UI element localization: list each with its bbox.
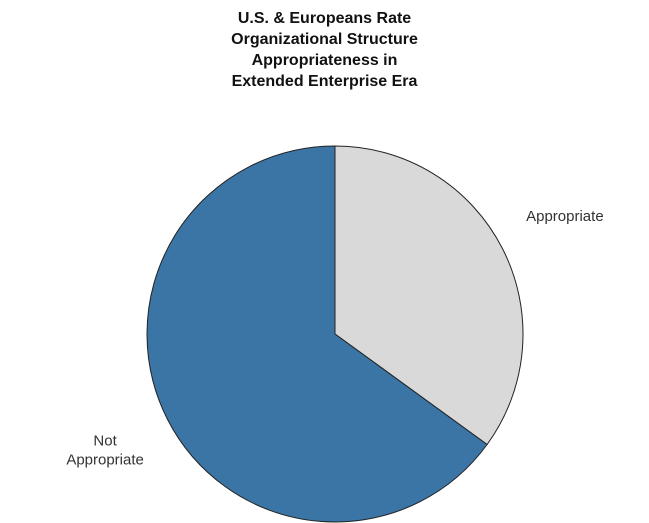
chart-title-line: Extended Enterprise Era <box>231 73 418 90</box>
pie-slice-appropriate <box>334 145 524 446</box>
pie-slices <box>146 145 524 523</box>
pie-slice-label: Not <box>93 433 117 450</box>
pie-labels: Appropriate Not Appropriate <box>66 208 603 469</box>
chart-title-line: Appropriateness in <box>251 52 398 69</box>
chart-title-line: Organizational Structure <box>231 31 418 48</box>
pie-slice-label: Appropriate <box>526 208 604 225</box>
chart-title-line: U.S. & Europeans Rate <box>237 10 412 27</box>
pie-slice-not-appropriate <box>146 145 488 523</box>
chart-title: U.S. & Europeans Rate Organizational Str… <box>0 8 649 92</box>
pie-slice-label: Appropriate <box>66 452 144 469</box>
